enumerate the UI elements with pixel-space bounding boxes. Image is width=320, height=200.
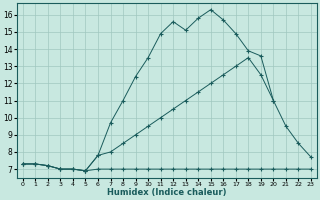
X-axis label: Humidex (Indice chaleur): Humidex (Indice chaleur) xyxy=(107,188,227,197)
